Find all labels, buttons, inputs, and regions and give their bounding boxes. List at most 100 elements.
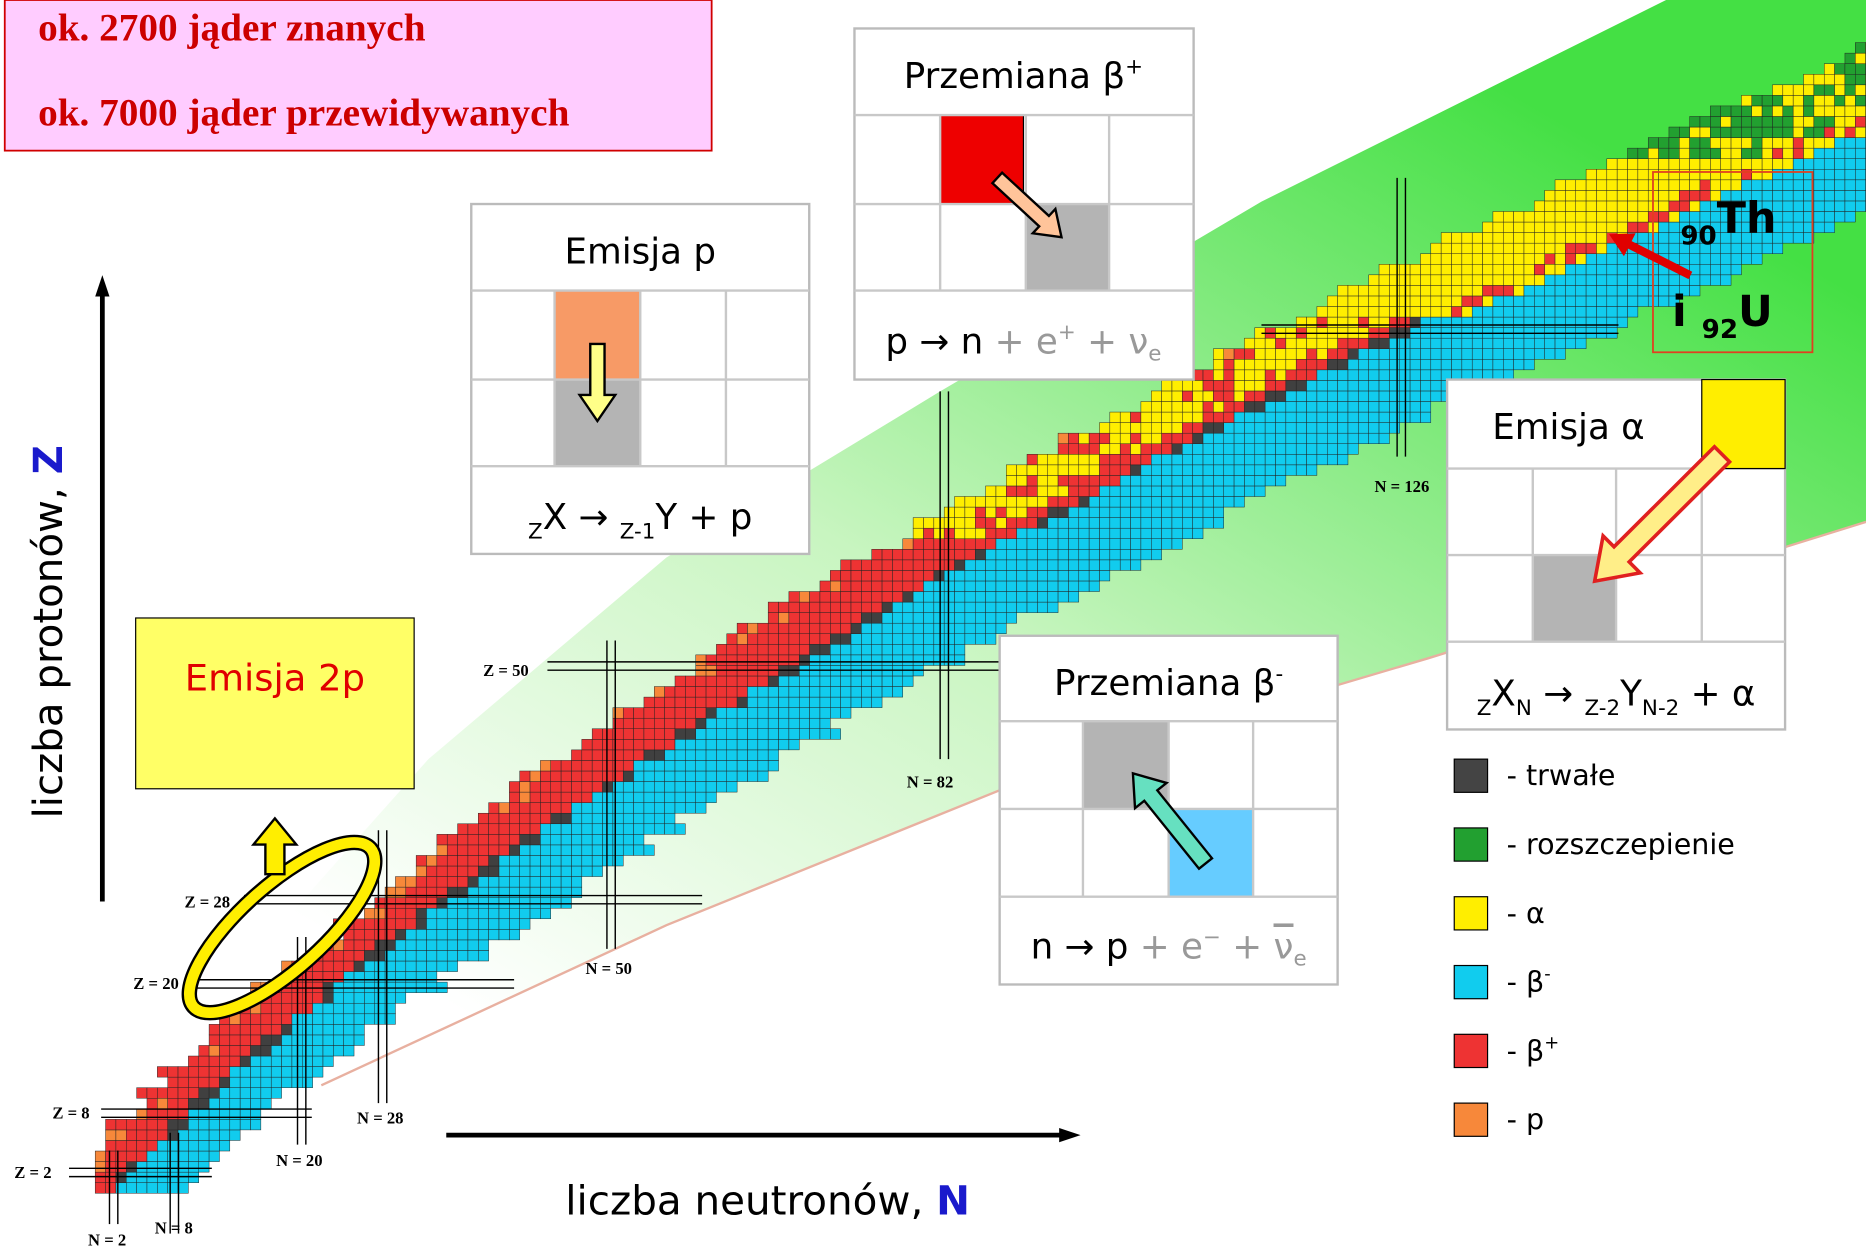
two-proton-box	[136, 618, 414, 789]
nuclide-cell	[934, 518, 944, 529]
nuclide-cell	[1172, 507, 1182, 518]
nuclide-cell	[1679, 169, 1689, 180]
nuclide-cell	[1845, 159, 1855, 170]
nuclide-cell	[1151, 549, 1161, 560]
nuclide-cell	[706, 729, 716, 740]
nuclide-cell	[209, 1119, 219, 1130]
nuclide-cell	[1503, 359, 1513, 370]
nuclide-cell	[799, 644, 809, 655]
nuclide-cell	[1534, 275, 1544, 286]
nuclide-cell	[986, 581, 996, 592]
nuclide-cell	[1037, 560, 1047, 571]
nuclide-cell	[1317, 349, 1327, 360]
nuclide-cell	[188, 1130, 198, 1141]
nuclide-cell	[1058, 539, 1068, 550]
nuclide-cell	[923, 623, 933, 634]
nuclide-cell	[1628, 222, 1638, 233]
nuclide-cell	[923, 644, 933, 655]
nuclide-cell	[758, 760, 768, 771]
nuclide-cell	[1793, 106, 1803, 117]
nuclide-cell	[551, 760, 561, 771]
nuclide-cell	[375, 919, 385, 930]
nuclide-cell	[1638, 275, 1648, 286]
nuclide-cell	[789, 613, 799, 624]
nuclide-cell	[1576, 201, 1586, 212]
nuclide-cell	[1741, 127, 1751, 138]
nuclide-cell	[1804, 85, 1814, 96]
nuclide-cell	[251, 1014, 261, 1025]
nuclide-cell	[1762, 180, 1772, 191]
nuclide-cell	[1741, 116, 1751, 127]
nuclide-cell	[1037, 454, 1047, 465]
nuclide-cell	[1545, 285, 1555, 296]
nuclide-cell	[354, 1003, 364, 1014]
nuclide-cell	[1089, 486, 1099, 497]
nuclide-cell	[354, 950, 364, 961]
nuclide-cell	[1048, 507, 1058, 518]
nuclide-cell	[1835, 85, 1845, 96]
nuclide-cell	[1420, 359, 1430, 370]
nuclide-cell	[913, 570, 923, 581]
nuclide-cell	[1483, 349, 1493, 360]
nuclide-cell	[1369, 359, 1379, 370]
nuclide-cell	[861, 655, 871, 666]
nuclide-cell	[1586, 264, 1596, 275]
nuclide-cell	[1555, 233, 1565, 244]
nuclide-cell	[934, 623, 944, 634]
nuclide-cell	[1420, 370, 1430, 381]
nuclide-cell	[975, 634, 985, 645]
nuclide-cell	[499, 908, 509, 919]
panel-title: Emisja p	[564, 231, 716, 272]
nuclide-cell	[1576, 296, 1586, 307]
nuclide-cell	[986, 497, 996, 508]
nuclide-cell	[1275, 433, 1285, 444]
nuclide-cell	[1700, 138, 1710, 149]
nuclide-cell	[1638, 180, 1648, 191]
nuclide-cell	[1514, 275, 1524, 286]
nuclide-cell	[157, 1172, 167, 1183]
nuclide-cell	[458, 950, 468, 961]
nuclide-cell	[1441, 349, 1451, 360]
nuclide-cell	[209, 1140, 219, 1151]
nuclide-cell	[644, 845, 654, 856]
nuclide-cell	[520, 813, 530, 824]
nuclide-cell	[892, 676, 902, 687]
nuclide-cell	[1462, 264, 1472, 275]
nuclide-cell	[1410, 296, 1420, 307]
nuclide-cell	[1224, 444, 1234, 455]
nuclide-cell	[1835, 169, 1845, 180]
nuclide-cell	[1244, 486, 1254, 497]
nuclide-cell	[364, 972, 374, 983]
nuclide-cell	[1048, 454, 1058, 465]
nuclide-cell	[665, 824, 675, 835]
nuclide-cell	[1824, 159, 1834, 170]
nuclide-cell	[1244, 423, 1254, 434]
nuclide-cell	[1586, 296, 1596, 307]
nuclide-cell	[1752, 159, 1762, 170]
nuclide-cell	[634, 718, 644, 729]
nuclide-cell	[1234, 423, 1244, 434]
nuclide-cell	[1855, 64, 1865, 75]
nuclide-cell	[634, 813, 644, 824]
nuclide-cell	[1006, 528, 1016, 539]
nuclide-cell	[126, 1140, 136, 1151]
nuclide-cell	[1296, 370, 1306, 381]
nuclide-cell	[551, 824, 561, 835]
nuclide-cell	[1628, 190, 1638, 201]
nuclide-cell	[986, 486, 996, 497]
nuclide-cell	[768, 676, 778, 687]
nuclide-cell	[975, 518, 985, 529]
nuclide-cell	[1576, 306, 1586, 317]
nuclide-cell	[613, 718, 623, 729]
nuclide-cell	[1472, 275, 1482, 286]
nuclide-cell	[810, 708, 820, 719]
nuclide-cell	[654, 729, 664, 740]
nuclide-cell	[706, 697, 716, 708]
nuclide-cell	[230, 1077, 240, 1088]
nuclide-cell	[478, 898, 488, 909]
nuclide-cell	[768, 750, 778, 761]
nuclide-cell	[934, 644, 944, 655]
nuclide-cell	[851, 592, 861, 603]
nuclide-cell	[1244, 402, 1254, 413]
nuclide-cell	[1669, 211, 1679, 222]
